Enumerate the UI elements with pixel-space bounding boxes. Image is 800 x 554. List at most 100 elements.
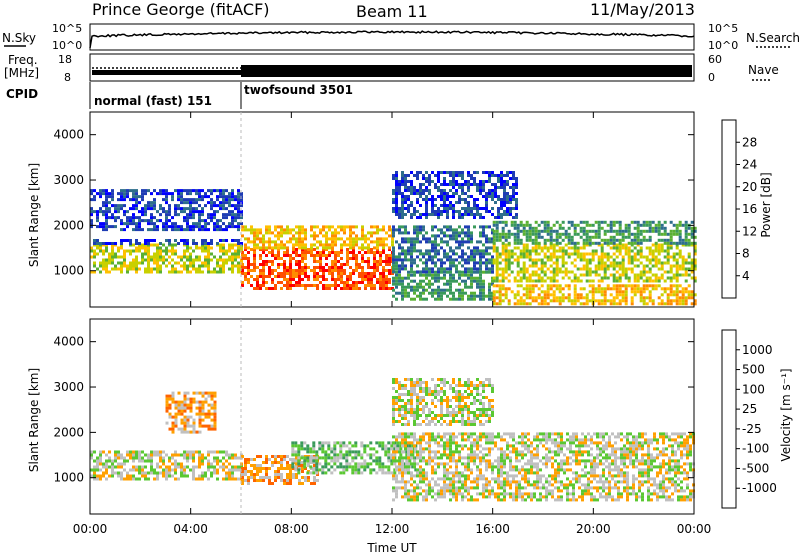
heatmap-cell — [150, 204, 153, 208]
heatmap-cell — [132, 204, 135, 208]
heatmap-cell — [606, 223, 610, 227]
heatmap-cell — [219, 204, 222, 208]
heatmap-cell — [177, 453, 180, 457]
heatmap-cell — [509, 177, 512, 180]
heatmap-cell — [213, 471, 216, 475]
heatmap-cell — [443, 453, 446, 457]
heatmap-cell — [609, 299, 613, 303]
heatmap-cell — [437, 180, 440, 183]
heatmap-cell — [291, 453, 295, 457]
heatmap-cell — [376, 281, 379, 284]
heatmap-cell — [159, 255, 162, 259]
heatmap-cell — [419, 465, 422, 469]
heatmap-cell — [594, 220, 598, 224]
heatmap-cell — [340, 257, 343, 260]
heatmap-cell — [434, 450, 437, 454]
heatmap-cell — [540, 249, 544, 253]
heatmap-cell — [132, 267, 135, 271]
heatmap-cell — [663, 241, 667, 245]
heatmap-cell — [366, 453, 370, 457]
heatmap-cell — [452, 234, 455, 238]
heatmap-cell — [408, 444, 412, 448]
heatmap-cell — [422, 447, 425, 451]
heatmap-cell — [120, 453, 123, 457]
heatmap-cell — [147, 456, 150, 460]
heatmap-cell — [237, 270, 240, 274]
heatmap-cell — [516, 279, 520, 283]
heatmap-cell — [201, 189, 204, 193]
heatmap-cell — [373, 251, 376, 254]
heatmap-cell — [147, 264, 150, 268]
heatmap-cell — [621, 290, 625, 294]
heatmap-cell — [404, 435, 407, 439]
heatmap-cell — [528, 238, 532, 242]
heatmap-cell — [375, 456, 379, 460]
heatmap-cell — [422, 267, 425, 271]
heatmap-cell — [561, 264, 565, 268]
heatmap-cell — [600, 258, 604, 262]
heatmap-cell — [437, 228, 440, 232]
heatmap-cell — [201, 412, 205, 416]
heatmap-cell — [192, 391, 196, 395]
heatmap-cell — [606, 255, 610, 259]
heatmap-cell — [461, 237, 464, 241]
heatmap-cell — [458, 246, 461, 250]
heatmap-cell — [684, 223, 688, 227]
heatmap-cell — [126, 459, 129, 463]
heatmap-cell — [198, 264, 201, 268]
heatmap-cell — [183, 255, 186, 259]
heatmap-cell — [138, 210, 141, 214]
heatmap-cell — [256, 278, 259, 281]
heatmap-cell — [431, 495, 434, 499]
heatmap-cell — [186, 246, 189, 250]
heatmap-cell — [470, 267, 473, 271]
heatmap-cell — [325, 284, 328, 287]
heatmap-cell — [286, 266, 289, 269]
heatmap-cell — [603, 273, 607, 277]
heatmap-cell — [558, 226, 562, 230]
heatmap-cell — [482, 282, 485, 286]
heatmap-cell — [301, 240, 304, 244]
heatmap-cell — [588, 299, 592, 303]
heatmap-cell — [627, 226, 631, 230]
heatmap-cell — [219, 243, 222, 247]
heatmap-cell — [492, 249, 496, 253]
heatmap-cell — [672, 223, 676, 227]
heatmap-cell — [585, 241, 589, 245]
heatmap-cell — [367, 251, 370, 254]
heatmap-cell — [407, 291, 410, 295]
heatmap-cell — [425, 249, 428, 253]
heatmap-cell — [663, 238, 667, 242]
heatmap-cell — [630, 302, 634, 306]
heatmap-cell — [624, 296, 628, 300]
heatmap-cell — [413, 285, 416, 289]
heatmap-cell — [507, 235, 511, 239]
heatmap-cell — [401, 438, 404, 442]
heatmap-cell — [306, 444, 310, 448]
heatmap-cell — [180, 264, 183, 268]
heatmap-cell — [458, 186, 461, 189]
heatmap-cell — [177, 465, 180, 469]
heatmap-cell — [363, 447, 367, 451]
heatmap-cell — [482, 255, 485, 259]
heatmap-cell — [422, 468, 425, 472]
heatmap-cell — [449, 288, 452, 292]
heatmap-cell — [117, 255, 120, 259]
heatmap-cell — [392, 207, 395, 210]
heatmap-cell — [219, 258, 222, 262]
heatmap-cell — [304, 257, 307, 260]
heatmap-cell — [309, 447, 313, 451]
heatmap-cell — [567, 241, 571, 245]
heatmap-cell — [373, 269, 376, 272]
heatmap-cell — [413, 279, 416, 283]
heatmap-cell — [440, 264, 443, 268]
heatmap-cell — [630, 267, 634, 271]
heatmap-cell — [271, 248, 274, 251]
heatmap-cell — [446, 204, 449, 207]
heatmap-cell — [636, 276, 640, 280]
heatmap-cell — [298, 260, 301, 263]
heatmap-cell — [114, 459, 117, 463]
heatmap-cell — [135, 261, 138, 265]
heatmap-cell — [177, 391, 181, 395]
heatmap-cell — [470, 297, 473, 301]
